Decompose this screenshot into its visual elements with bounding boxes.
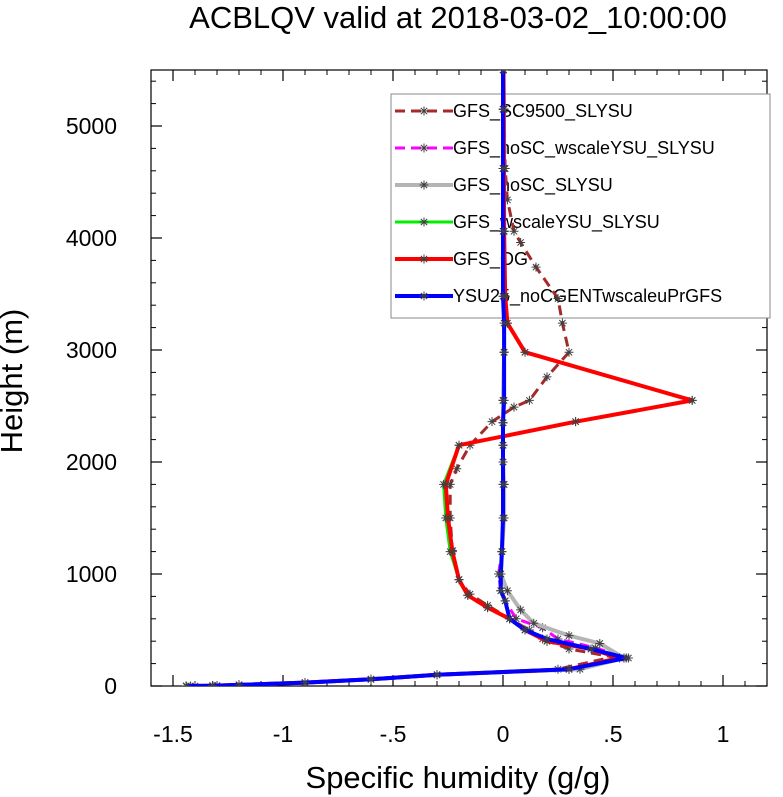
data-point [496, 586, 506, 596]
data-point [520, 347, 530, 357]
data-point [496, 569, 506, 579]
data-point [586, 644, 596, 654]
data-point [687, 395, 697, 405]
data-point [454, 575, 464, 585]
data-point [516, 605, 526, 615]
x-tick-label: -1 [273, 721, 293, 747]
data-point [498, 70, 508, 75]
data-point [529, 618, 539, 628]
data-point [553, 293, 563, 303]
x-tick-label: -.5 [380, 721, 407, 747]
legend-label: GFS_SC9500_SLYSU [453, 101, 633, 122]
x-tick-label: 0 [497, 721, 510, 747]
data-point [571, 417, 581, 427]
data-point [590, 643, 600, 653]
data-point [509, 226, 519, 236]
legend-marker [419, 106, 429, 116]
data-point [447, 547, 457, 557]
data-point [531, 262, 541, 272]
data-point [509, 402, 519, 412]
data-point [432, 670, 442, 680]
x-tick-label: 1 [717, 721, 730, 747]
data-point [234, 680, 244, 686]
legend-marker [419, 254, 429, 264]
data-point [502, 195, 512, 205]
data-point [520, 625, 530, 635]
data-point [542, 634, 552, 644]
legend-label: GFS_noSC_SLYSU [453, 175, 613, 196]
x-tick-labels: -1.5 -1 -.5 0 .5 1 [153, 721, 729, 747]
legend-box [390, 93, 771, 319]
data-point [564, 347, 574, 357]
data-point [553, 634, 563, 644]
legend-marker [419, 180, 429, 190]
data-point [498, 226, 508, 236]
chart-title: ACBLQV valid at 2018-03-02_10:00:00 [189, 0, 727, 35]
data-point [300, 678, 310, 686]
legend-label: GFS_wscaleYSU_SLYSU [453, 212, 660, 233]
legend-label: GFS_noSC_wscaleYSU_SLYSU [453, 138, 715, 159]
legend-marker [419, 291, 429, 301]
legend: GFS_SC9500_SLYSU GFS_noSC_wscaleYSU_SLYSU… [390, 93, 771, 319]
data-point [498, 457, 508, 467]
legend-label: YSU25_noCGENTwscaleuPrGFS [453, 286, 722, 307]
data-point [443, 513, 453, 523]
y-tick-label: 5000 [66, 113, 117, 139]
data-point [498, 291, 508, 301]
data-point [542, 372, 552, 382]
data-point [564, 664, 574, 674]
y-tick-label: 4000 [66, 225, 117, 251]
x-axis-label: Specific humidity (g/g) [306, 760, 611, 795]
data-point [452, 464, 462, 474]
data-point [516, 237, 526, 247]
data-point [487, 417, 497, 427]
data-point [575, 664, 585, 674]
data-point [500, 596, 510, 606]
data-point [499, 395, 509, 405]
legend-marker [419, 217, 429, 227]
data-point [499, 318, 509, 328]
y-tick-label: 2000 [66, 449, 117, 475]
data-point [498, 164, 508, 174]
data-point [366, 674, 376, 684]
data-point [441, 479, 451, 489]
data-point [564, 631, 574, 641]
data-point [595, 638, 605, 648]
data-point [497, 547, 507, 557]
data-point [511, 614, 521, 624]
data-point [498, 104, 508, 114]
y-axis-label: Height (m) [0, 309, 29, 454]
data-point [483, 603, 493, 613]
y-tick-label: 3000 [66, 337, 117, 363]
data-point [498, 513, 508, 523]
y-tick-label: 1000 [66, 561, 117, 587]
legend-label: GFS_OG [453, 249, 528, 270]
series-5 [181, 70, 631, 686]
data-point [498, 479, 508, 489]
x-tick-label: -1.5 [153, 721, 193, 747]
data-point [557, 318, 567, 328]
y-tick-labels: 0 1000 2000 3000 4000 5000 [66, 113, 117, 699]
data-point [465, 440, 475, 450]
data-point [505, 614, 515, 624]
data-point [564, 644, 574, 654]
data-point [498, 418, 508, 428]
y-tick-label: 0 [104, 673, 117, 699]
data-point [463, 590, 473, 600]
series-group [181, 70, 697, 686]
data-point [454, 440, 464, 450]
data-point [502, 586, 512, 596]
data-point [181, 681, 191, 686]
data-point [498, 440, 508, 450]
data-point [524, 395, 534, 405]
data-point [208, 681, 218, 686]
legend-marker [419, 143, 429, 153]
data-point [499, 347, 509, 357]
series-line [194, 70, 615, 686]
x-tick-label: .5 [603, 721, 622, 747]
data-point [621, 653, 631, 663]
data-point [465, 589, 475, 599]
